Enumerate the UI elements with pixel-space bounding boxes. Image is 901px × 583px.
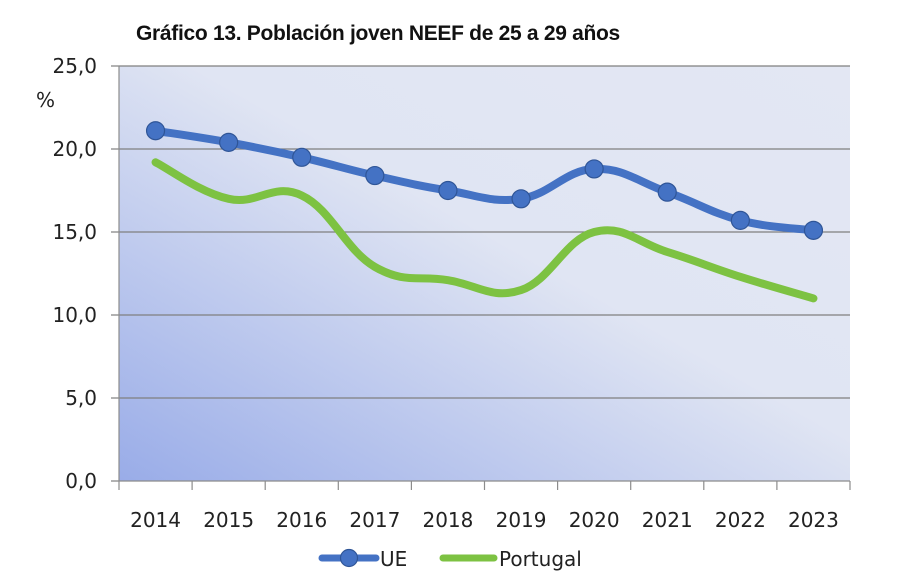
- chart-title: Gráfico 13. Población joven NEEF de 25 a…: [136, 22, 620, 45]
- legend-label-ue: UE: [380, 547, 407, 571]
- y-tick-label: 5,0: [65, 386, 97, 410]
- data-point-2020: [584, 159, 604, 179]
- y-tick-label: 20,0: [52, 137, 97, 161]
- y-axis: 0,0 5,0 10,0 15,0 20,0 25,0: [52, 54, 120, 493]
- x-tick-label: 2021: [642, 508, 693, 532]
- data-point-2021: [657, 182, 677, 202]
- x-tick-label: 2023: [788, 508, 839, 532]
- x-tick-label: 2022: [715, 508, 766, 532]
- data-point-2022: [730, 210, 750, 230]
- y-tick-label: 10,0: [52, 303, 97, 327]
- data-point-2014: [145, 121, 166, 141]
- legend: UE Portugal: [318, 547, 582, 571]
- y-tick-label: 0,0: [65, 469, 97, 493]
- x-axis: 2014 2015 2016 2017 2018 2019 2020 2021 2022 2023: [118, 480, 851, 532]
- series-line-portugal: [151, 158, 818, 303]
- y-tick-label: 15,0: [52, 220, 97, 244]
- legend-item-portugal: Portugal: [439, 547, 582, 571]
- series-portugal: [151, 158, 818, 303]
- data-point-2015: [219, 132, 239, 152]
- x-tick-label: 2014: [130, 508, 181, 532]
- data-point-2019: [511, 189, 531, 209]
- legend-label-portugal: Portugal: [499, 547, 582, 571]
- x-tick-label: 2015: [203, 508, 254, 532]
- x-tick-label: 2020: [569, 508, 620, 532]
- legend-marker-ue: [339, 548, 359, 568]
- data-point-2023: [803, 220, 824, 240]
- series-line-ue: [151, 126, 818, 235]
- data-point-2016: [292, 147, 312, 167]
- series-group: [145, 121, 824, 303]
- x-tick-label: 2017: [349, 508, 400, 532]
- data-point-2018: [438, 180, 458, 201]
- y-axis-label: %: [36, 88, 55, 112]
- data-point-2017: [365, 165, 385, 186]
- y-tick-label: 25,0: [52, 54, 97, 78]
- legend-item-ue: UE: [318, 547, 407, 571]
- x-tick-label: 2016: [276, 508, 327, 532]
- gridlines: [119, 65, 850, 399]
- x-tick-label: 2019: [496, 508, 547, 532]
- x-tick-label: 2018: [422, 508, 473, 532]
- series-ue: [145, 121, 824, 240]
